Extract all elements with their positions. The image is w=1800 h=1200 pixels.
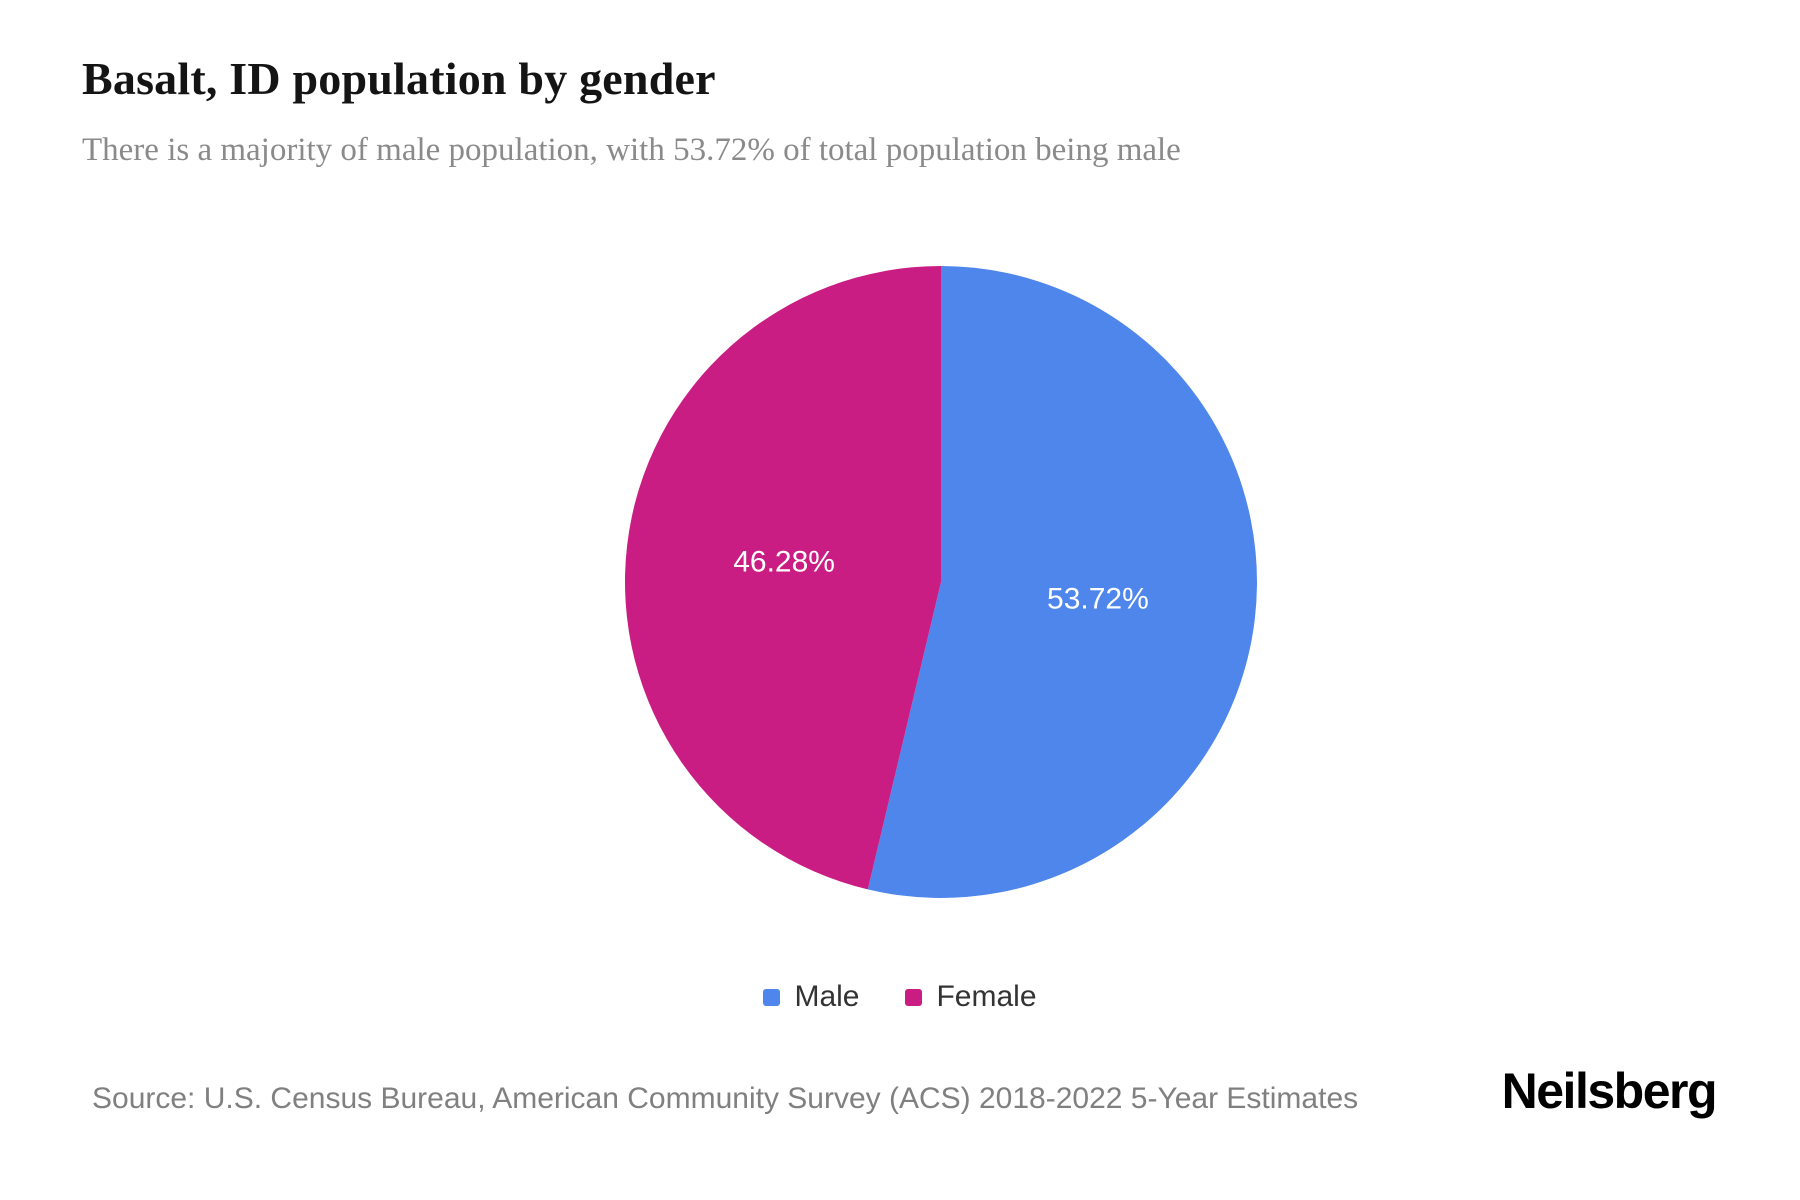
brand-logo: Neilsberg	[1501, 1063, 1718, 1119]
source-text: Source: U.S. Census Bureau, American Com…	[92, 1082, 1359, 1115]
chart-subtitle: There is a majority of male population, …	[82, 132, 1181, 168]
pie-slice-female[interactable]	[624, 266, 941, 890]
chart-title: Basalt, ID population by gender	[82, 53, 716, 104]
pie-chart: 53.72% 46.28%	[611, 252, 1271, 912]
legend-item-female[interactable]: Female	[905, 980, 1037, 1014]
chart-legend: Male Female	[0, 980, 1800, 1014]
female-legend-swatch-icon	[905, 988, 923, 1006]
male-legend-swatch-icon	[763, 988, 781, 1006]
male-legend-label: Male	[794, 980, 860, 1013]
female-legend-label: Female	[936, 980, 1037, 1013]
slice-label-male: 53.72%	[1047, 582, 1149, 615]
slice-label-female: 46.28%	[733, 546, 835, 579]
legend-item-male[interactable]: Male	[763, 980, 859, 1014]
pie-slice-male[interactable]	[867, 266, 1257, 898]
pie-chart-svg: 53.72% 46.28%	[624, 266, 1257, 898]
